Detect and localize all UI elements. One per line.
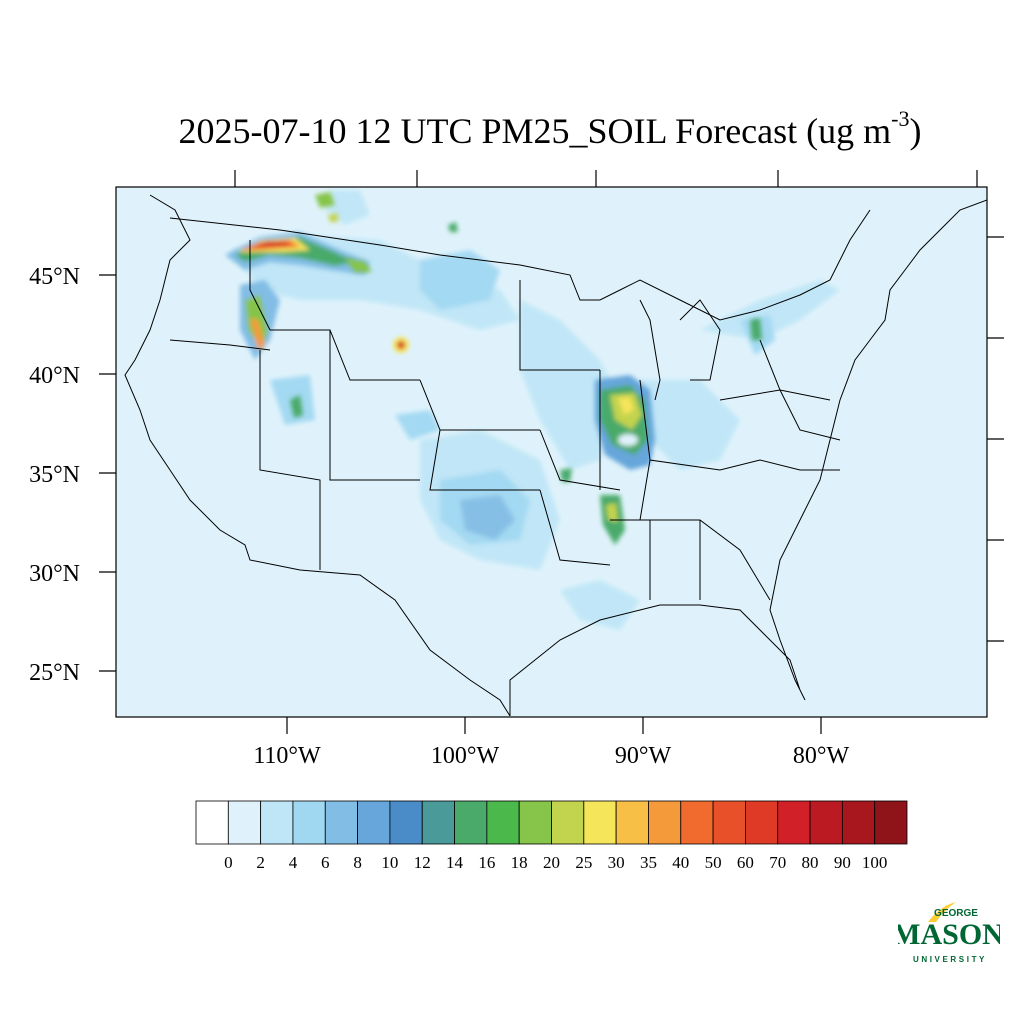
colorbar-swatch [841, 800, 876, 845]
right-ticks [987, 236, 1004, 642]
colorbar-swatch [195, 800, 229, 845]
colorbar-swatch [486, 800, 520, 845]
colorbar-label: 2 [256, 853, 265, 872]
colorbar-label: 16 [478, 853, 495, 872]
colorbar-label: 60 [737, 853, 754, 872]
colorbar-label: 6 [321, 853, 330, 872]
colorbar-label: 8 [353, 853, 362, 872]
gmu-logo: GEORGE MASON UNIVERSITY [898, 902, 1000, 964]
colorbar-swatch [712, 800, 746, 845]
colorbar-label: 100 [862, 853, 888, 872]
colorbar-label: 30 [608, 853, 625, 872]
canada-border [169, 209, 871, 321]
colorbar-label: 4 [289, 853, 298, 872]
lat-label-35: 35°N [29, 462, 80, 488]
colorbar-swatch [389, 800, 423, 845]
logo-line-george: GEORGE [934, 908, 978, 919]
colorbar-swatch [260, 800, 294, 845]
colorbar-label: 80 [802, 853, 819, 872]
colorbar-swatch [518, 800, 552, 845]
boundaries [124, 194, 987, 717]
lon-label-100w: 100°W [431, 743, 500, 769]
colorbar-label: 25 [575, 853, 592, 872]
bottom-ticks [286, 717, 822, 734]
lon-label-80w: 80°W [793, 743, 850, 769]
colorbar-label: 12 [414, 853, 431, 872]
lat-label-30: 30°N [29, 561, 80, 587]
left-ticks [99, 274, 116, 672]
colorbar: 0 2 4 6 8 10 12 14 16 18 20 25 30 35 40 50 60 70 80 90 100 [195, 800, 908, 872]
colorbar-swatch [615, 800, 649, 845]
colorbar-label: 70 [769, 853, 786, 872]
title-superscript: -3 [891, 106, 910, 131]
lat-label-45: 45°N [29, 264, 80, 290]
great-lakes [639, 299, 721, 401]
colorbar-swatch [777, 800, 811, 845]
colorbar-label: 50 [705, 853, 722, 872]
map-frame [115, 186, 988, 718]
colorbar-swatch [421, 800, 455, 845]
colorbar-label: 18 [511, 853, 528, 872]
colorbar-label: 35 [640, 853, 657, 872]
colorbar-swatch [680, 800, 714, 845]
map-title: 2025-07-10 12 UTC PM25_SOIL Forecast (ug… [0, 106, 1024, 152]
colorbar-swatch [583, 800, 617, 845]
lat-label-40: 40°N [29, 363, 80, 389]
west-coast-and-border [124, 194, 511, 717]
colorbar-label: 90 [834, 853, 851, 872]
colorbar-swatch [227, 800, 262, 845]
lon-label-110w: 110°W [253, 743, 321, 769]
colorbar-label: 40 [672, 853, 689, 872]
colorbar-swatch [324, 800, 358, 845]
title-close: ) [909, 111, 922, 151]
colorbar-swatch [874, 800, 908, 845]
colorbar-label: 20 [543, 853, 560, 872]
state-borders [169, 240, 841, 601]
logo-swoosh [928, 902, 956, 922]
concentration-field [225, 190, 840, 630]
colorbar-label: 14 [446, 853, 464, 872]
colorbar-swatch [809, 800, 843, 845]
top-ticks [234, 170, 978, 187]
colorbar-swatch [454, 800, 488, 845]
colorbar-swatch [551, 800, 585, 845]
colorbar-label: 10 [381, 853, 398, 872]
colorbar-swatch [745, 800, 779, 845]
colorbar-label: 0 [224, 853, 233, 872]
lon-label-90w: 90°W [615, 743, 672, 769]
logo-line-mason: MASON [898, 918, 1000, 951]
colorbar-swatch [292, 800, 326, 845]
lat-label-25: 25°N [29, 660, 80, 686]
gulf-and-east-coast [509, 199, 987, 716]
logo-line-university: UNIVERSITY [913, 955, 987, 964]
colorbar-swatch [648, 800, 682, 845]
colorbar-swatch [357, 800, 391, 845]
title-main: 2025-07-10 12 UTC PM25_SOIL Forecast (ug… [178, 111, 892, 151]
